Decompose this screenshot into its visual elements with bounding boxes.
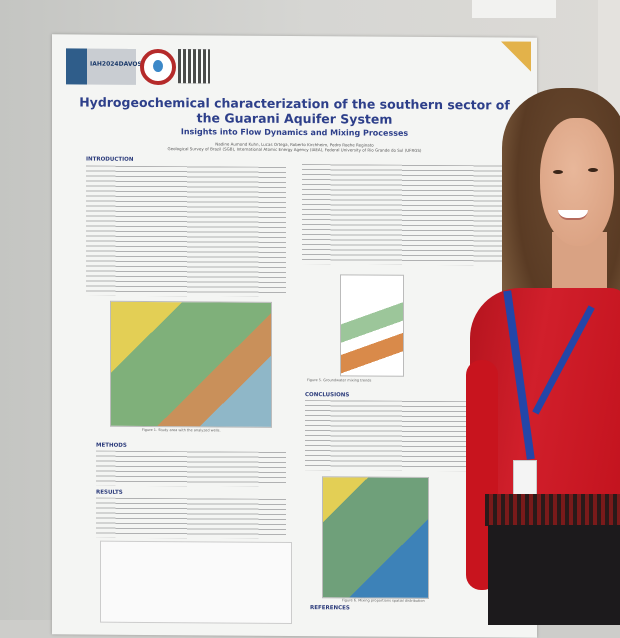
mixing-diagram <box>340 274 404 377</box>
paper-sheet <box>472 0 556 18</box>
belt <box>485 494 620 526</box>
poster-title: Hydrogeochemical characterization of the… <box>79 94 510 127</box>
heading-methods: METHODS <box>96 442 127 449</box>
pca-text <box>302 164 512 266</box>
results-chart <box>100 540 292 624</box>
heading-references: REFERENCES <box>310 605 350 612</box>
person-face <box>540 118 614 246</box>
introduction-text <box>86 165 286 297</box>
smile <box>558 210 588 220</box>
black-pants <box>488 525 620 625</box>
results-text <box>96 497 286 539</box>
corner-accent <box>501 41 531 72</box>
eye <box>553 170 563 174</box>
heading-introduction: INTRODUCTION <box>86 156 134 163</box>
fig1-caption: Figure 1. Study area with the analyzed w… <box>142 427 221 433</box>
study-area-map <box>110 300 272 428</box>
fig6-caption: Figure 6. Mixing proportions spatial dis… <box>342 598 425 603</box>
poster: IAH2024DAVOS Hydrogeochemical characteri… <box>52 34 537 638</box>
qr-code <box>178 49 210 84</box>
logo-text: IAH2024DAVOS <box>90 60 142 68</box>
seal-logo <box>140 48 176 86</box>
heading-conclusions: CONCLUSIONS <box>305 392 350 399</box>
fig5-caption: Figure 5. Groundwater mixing trends <box>307 378 372 383</box>
poster-authors: Nadine Aumond Kuhn, Lucas Ortega, Robert… <box>72 140 517 153</box>
poster-subtitle: Insights into Flow Dynamics and Mixing P… <box>180 127 409 138</box>
mixing-map <box>322 476 429 599</box>
iah-logo: IAH2024DAVOS <box>66 48 142 85</box>
eye <box>588 168 598 172</box>
methods-text <box>96 450 286 487</box>
heading-results: RESULTS <box>96 489 123 496</box>
